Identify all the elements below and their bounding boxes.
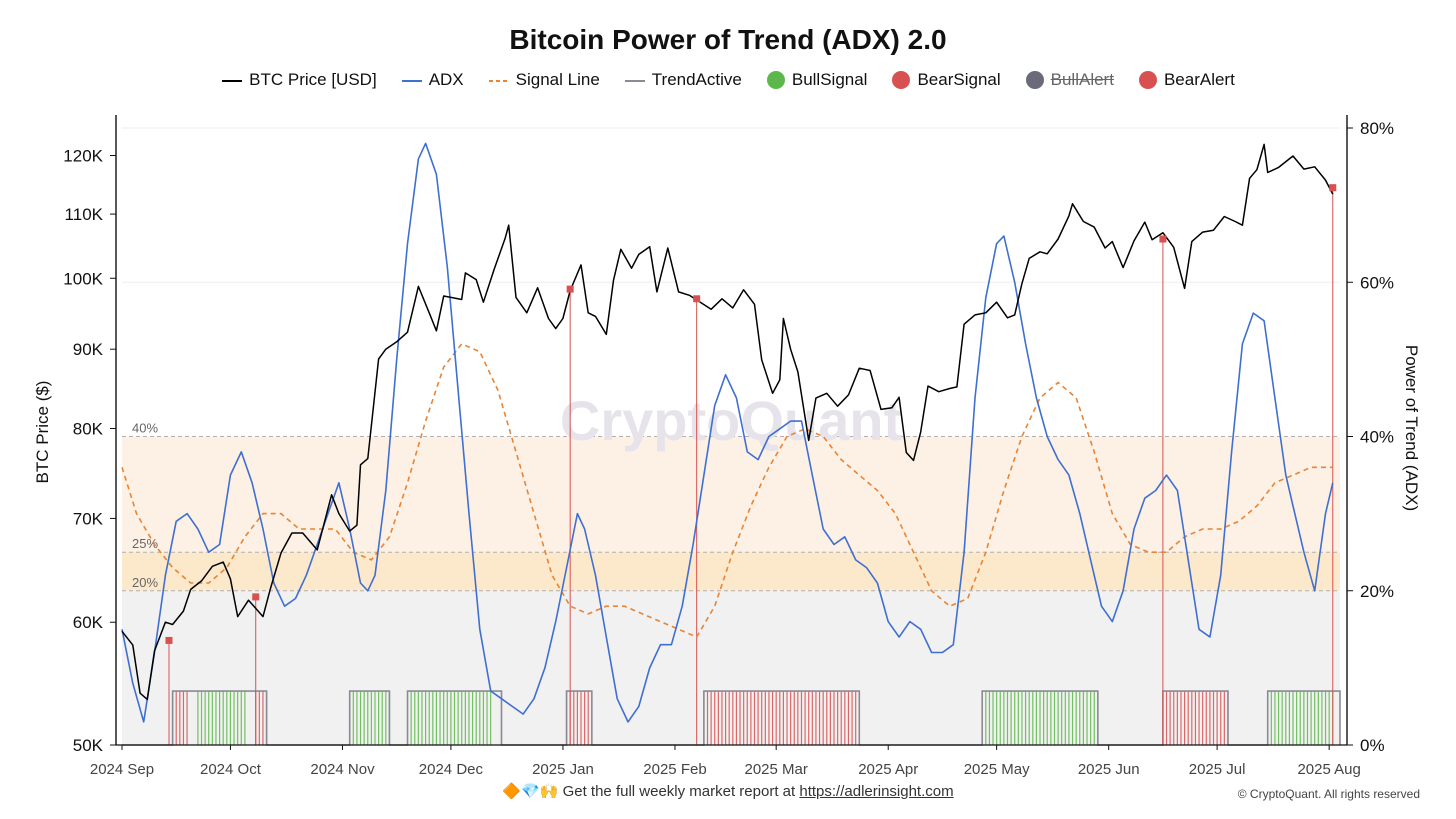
footer-note: 🔶💎🙌 Get the full weekly market report at… <box>0 782 1456 800</box>
left-tick-label: 90K <box>73 340 104 359</box>
right-tick-label: 60% <box>1360 273 1394 292</box>
x-tick-label: 2025 Jun <box>1078 761 1140 778</box>
report-link[interactable]: https://adlerinsight.com <box>799 783 954 800</box>
bear-alert-marker <box>1329 184 1337 192</box>
signal-line <box>121 342 1333 639</box>
legend-item[interactable]: BTC Price [USD] <box>221 70 377 90</box>
left-tick-label: 80K <box>73 420 104 439</box>
legend-item[interactable]: TrendActive <box>624 70 742 90</box>
footer-emoji: 🔶💎🙌 <box>502 783 559 800</box>
x-tick-label: 2025 Feb <box>643 761 706 778</box>
legend-item[interactable]: BullAlert <box>1025 70 1114 90</box>
x-tick-label: 2025 Jul <box>1189 761 1246 778</box>
footer-text: Get the full weekly market report at <box>562 783 796 800</box>
x-tick-label: 2025 Aug <box>1297 761 1360 778</box>
legend-label: BullAlert <box>1050 70 1114 89</box>
chart-legend: BTC Price [USD] ADX Signal Line TrendActive… <box>0 70 1456 90</box>
legend-label: Signal Line <box>515 70 600 89</box>
legend-swatch <box>624 80 645 82</box>
left-tick-label: 60K <box>73 613 104 632</box>
band-label: 25% <box>132 536 158 551</box>
legend-swatch <box>488 80 509 82</box>
legend-swatch <box>401 80 422 82</box>
band-25pct <box>122 552 1340 591</box>
band-label: 40% <box>132 421 158 436</box>
left-tick-label: 120K <box>63 146 103 165</box>
adx-line <box>121 142 1334 723</box>
bear-alert-marker <box>165 636 173 644</box>
right-axis-title: Power of Trend (ADX) <box>1402 345 1421 511</box>
copyright-text: © CryptoQuant. All rights reserved <box>1237 787 1420 801</box>
legend-label: BTC Price [USD] <box>249 70 377 89</box>
x-tick-label: 2025 May <box>964 761 1030 778</box>
legend-label: TrendActive <box>651 70 742 89</box>
legend-swatch <box>766 71 785 89</box>
legend-label: BearAlert <box>1163 70 1235 89</box>
bear-alert-marker <box>566 285 574 293</box>
legend-item[interactable]: BullSignal <box>766 70 868 90</box>
left-tick-label: 70K <box>73 509 104 528</box>
right-tick-label: 20% <box>1360 582 1394 601</box>
band-40pct <box>122 436 1340 553</box>
btc-price-line <box>121 143 1334 701</box>
legend-label: BullSignal <box>791 70 868 89</box>
bear-alert-marker <box>693 295 701 303</box>
watermark: CryptoQuant <box>560 389 902 452</box>
x-tick-label: 2025 Apr <box>858 761 918 778</box>
x-tick-label: 2025 Mar <box>744 761 807 778</box>
left-tick-label: 50K <box>73 736 104 755</box>
legend-label: BearSignal <box>917 70 1001 89</box>
legend-item[interactable]: ADX <box>401 70 464 90</box>
x-tick-label: 2025 Jan <box>532 761 594 778</box>
right-tick-label: 80% <box>1360 119 1394 138</box>
band-label: 20% <box>132 575 158 590</box>
right-tick-label: 40% <box>1360 428 1394 447</box>
chart-title: Bitcoin Power of Trend (ADX) 2.0 <box>509 24 947 55</box>
legend-swatch <box>1025 71 1044 89</box>
x-tick-label: 2024 Dec <box>419 761 484 778</box>
x-tick-label: 2024 Oct <box>200 761 262 778</box>
legend-label: ADX <box>428 70 464 89</box>
left-tick-label: 110K <box>65 205 104 224</box>
left-tick-label: 100K <box>63 269 103 288</box>
x-tick-label: 2024 Nov <box>310 761 375 778</box>
legend-swatch <box>1138 71 1157 89</box>
legend-item[interactable]: Signal Line <box>488 70 600 90</box>
right-tick-label: 0% <box>1360 736 1385 755</box>
legend-item[interactable]: BearSignal <box>891 70 1001 90</box>
left-axis-title: BTC Price ($) <box>33 381 52 484</box>
legend-item[interactable]: BearAlert <box>1138 70 1235 90</box>
x-tick-label: 2024 Sep <box>90 761 154 778</box>
legend-swatch <box>892 71 911 89</box>
legend-swatch <box>222 80 243 82</box>
bear-alert-marker <box>1159 235 1167 243</box>
band-20pct <box>122 590 1340 745</box>
bear-alert-marker <box>252 593 260 601</box>
